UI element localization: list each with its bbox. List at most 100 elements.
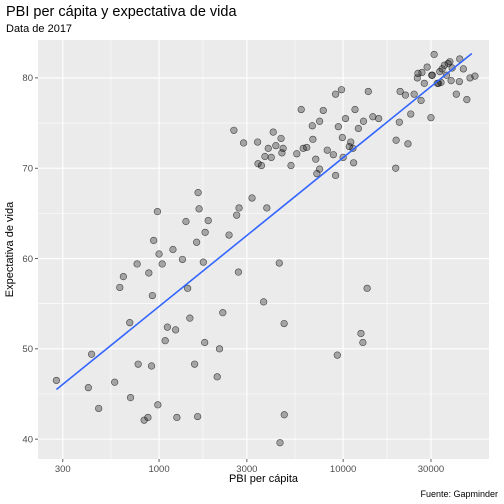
data-point: [111, 378, 119, 386]
x-tick-label: 300: [55, 464, 71, 475]
data-point: [313, 170, 321, 178]
data-point: [193, 238, 201, 246]
data-point: [195, 205, 203, 213]
data-point: [150, 236, 158, 245]
data-point: [153, 207, 162, 216]
y-tick-label: 80: [22, 73, 33, 84]
data-point: [145, 269, 153, 277]
data-point: [87, 350, 96, 358]
data-point: [272, 142, 280, 150]
data-point: [309, 135, 317, 143]
data-point: [351, 105, 359, 114]
data-point: [428, 71, 436, 79]
data-point: [334, 123, 342, 131]
data-point: [225, 231, 233, 239]
data-point: [279, 144, 287, 152]
data-point: [154, 401, 162, 409]
data-point: [407, 110, 415, 118]
data-point: [364, 87, 372, 96]
data-point: [315, 165, 324, 173]
data-point: [323, 146, 331, 154]
data-point: [257, 161, 266, 170]
data-point: [253, 138, 262, 146]
data-point: [315, 117, 324, 125]
x-tick-label: 30000: [418, 464, 444, 475]
trend-line: [55, 52, 473, 391]
data-point: [396, 87, 404, 96]
data-point: [204, 217, 212, 225]
data-point: [161, 337, 169, 345]
data-point: [423, 63, 431, 71]
data-point: [240, 139, 248, 147]
plot-panel: [38, 40, 489, 459]
data-point: [173, 413, 181, 422]
x-axis-ticks: 300 1000 3000 10000 30000: [55, 459, 444, 475]
data-point: [363, 284, 371, 292]
y-tick-label: 50: [22, 344, 33, 355]
data-point: [392, 164, 400, 172]
data-point: [263, 204, 271, 212]
data-point: [230, 126, 238, 134]
data-point: [297, 105, 305, 114]
data-point: [319, 106, 327, 115]
data-point: [333, 351, 341, 359]
data-point: [182, 217, 190, 226]
data-point: [329, 151, 337, 159]
data-point: [331, 171, 340, 180]
data-point: [186, 314, 194, 322]
data-point: [201, 228, 209, 236]
data-point: [219, 309, 227, 317]
minor-gridlines: [38, 40, 489, 459]
data-point: [235, 204, 243, 212]
data-point: [278, 149, 286, 157]
data-point: [438, 65, 446, 73]
data-point: [359, 338, 367, 347]
data-point: [264, 144, 272, 152]
data-point: [331, 90, 340, 98]
data-point: [345, 142, 353, 151]
data-point: [275, 259, 283, 267]
data-point: [52, 376, 61, 385]
data-point: [448, 64, 456, 72]
data-point: [303, 143, 311, 152]
x-axis-label: PBI per cápita: [229, 473, 299, 485]
data-point: [413, 74, 421, 82]
data-point: [140, 416, 148, 424]
data-point: [163, 323, 171, 331]
data-point: [233, 211, 241, 219]
chart-title: PBI per cápita y expectativa de vida: [6, 4, 237, 20]
y-axis-label: Expectativa de vida: [4, 201, 16, 297]
chart-caption: Fuente: Gapminder: [420, 489, 498, 499]
data-point: [455, 77, 463, 86]
data-point: [248, 194, 256, 202]
y-axis-ticks: 40 50 60 70 80: [22, 73, 38, 445]
data-point: [287, 161, 295, 170]
data-point: [392, 136, 400, 144]
data-point: [155, 250, 163, 258]
data-point: [427, 114, 435, 122]
data-point: [213, 373, 221, 381]
y-tick-label: 60: [22, 254, 33, 265]
data-point: [158, 260, 166, 268]
data-point: [194, 189, 202, 197]
data-point: [269, 128, 277, 136]
data-point: [420, 79, 428, 87]
data-point: [171, 326, 180, 334]
data-point: [261, 152, 269, 161]
data-point: [341, 114, 350, 123]
data-point: [133, 260, 141, 268]
data-point: [308, 122, 316, 130]
y-tick-label: 40: [22, 434, 33, 445]
data-point: [178, 255, 187, 264]
data-point: [276, 439, 284, 447]
data-point: [395, 118, 403, 126]
data-point: [410, 90, 418, 98]
data-point: [280, 411, 288, 419]
data-point: [337, 86, 346, 94]
data-point: [201, 338, 209, 347]
x-tick-label: 1000: [148, 464, 169, 475]
data-point: [215, 345, 224, 353]
data-point: [338, 133, 346, 142]
data-point: [359, 117, 368, 125]
data-point: [401, 91, 410, 99]
